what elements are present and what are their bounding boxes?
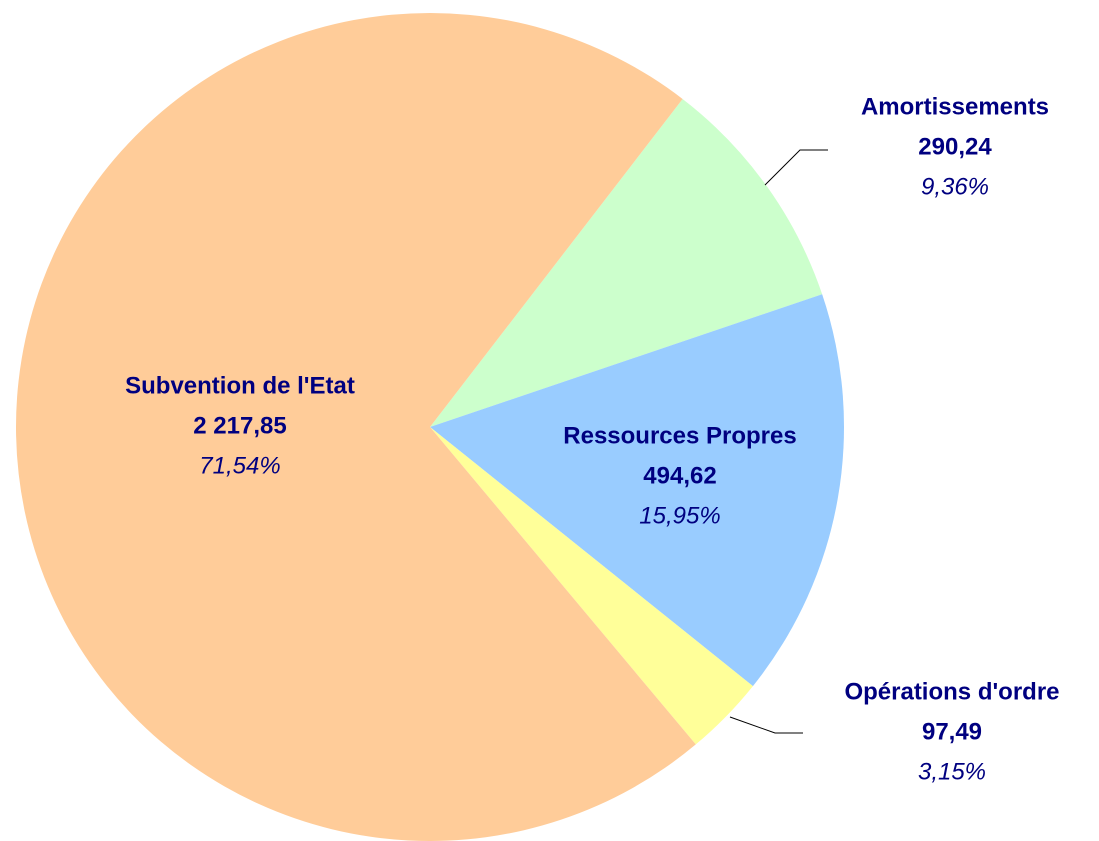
pie-slice [16,13,696,841]
leader-line [729,716,803,734]
slice-name: Amortissements [861,93,1049,120]
slice-percent: 9,36% [921,173,989,200]
pie-slice [430,294,844,687]
slice-name: Subvention de l'Etat [125,372,355,399]
slice-value: 494,62 [643,462,716,489]
leader-line [764,149,828,186]
slice-percent: 71,54% [199,452,280,479]
slice-value: 290,24 [918,133,992,160]
slice-percent: 15,95% [639,502,720,529]
slice-percent: 3,15% [918,758,986,785]
slice-value: 2 217,85 [193,412,286,439]
slice-name: Opérations d'ordre [844,678,1059,705]
slice-value: 97,49 [922,718,982,745]
slice-name: Ressources Propres [563,422,796,449]
pie-slice [430,98,823,427]
pie-slice [430,427,753,745]
